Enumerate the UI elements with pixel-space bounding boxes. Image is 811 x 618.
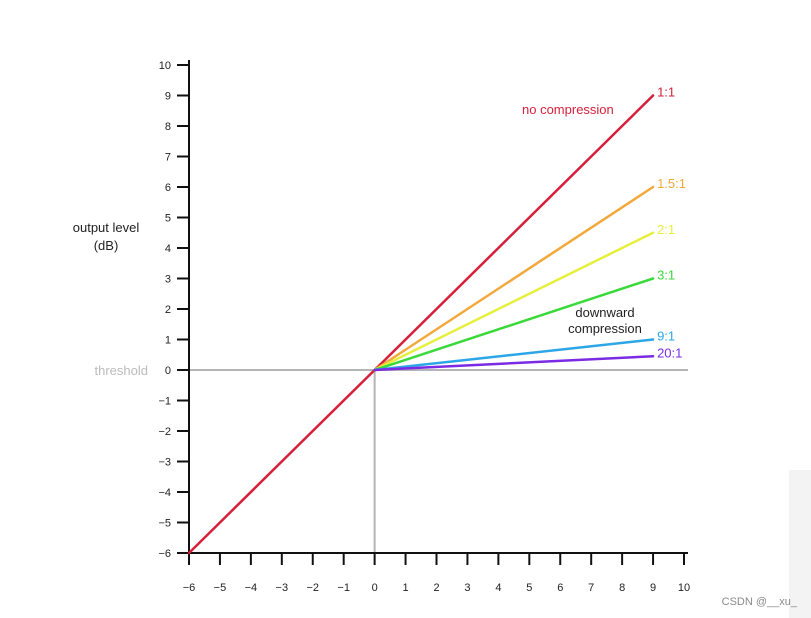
series-line-1-5-1 [373, 185, 655, 372]
watermark: CSDN @__xu_ [721, 596, 797, 608]
y-tick-label: 8 [165, 121, 171, 133]
series-label: 2:1 [657, 222, 675, 237]
downward-annotation: downward [575, 305, 634, 320]
y-tick-label: −5 [158, 518, 171, 530]
y-tick-label: 1 [165, 335, 171, 347]
x-tick-label: −5 [214, 582, 227, 594]
series-line-20-1 [373, 355, 655, 372]
compression-annotation: compression [568, 321, 642, 336]
x-tick-label: 5 [526, 582, 532, 594]
series-line-1-1 [187, 94, 655, 555]
y-tick-label: 2 [165, 304, 171, 316]
x-tick-label: 1 [403, 582, 409, 594]
y-tick-label: 3 [165, 274, 171, 286]
x-tick-label: 2 [433, 582, 439, 594]
series-label: 1:1 [657, 85, 675, 100]
x-tick-label: 4 [495, 582, 501, 594]
x-tick-label: 8 [619, 582, 625, 594]
x-tick-label: 10 [678, 582, 690, 594]
y-tick-label: −1 [158, 396, 171, 408]
y-tick-label: 5 [165, 213, 171, 225]
x-tick-label: −2 [306, 582, 319, 594]
y-tick-label: −3 [158, 457, 171, 469]
series-line-9-1 [373, 338, 655, 372]
y-tick-label: −4 [158, 487, 171, 499]
x-tick-label: −4 [245, 582, 258, 594]
x-tick-label: 9 [650, 582, 656, 594]
series-label: 3:1 [657, 268, 675, 283]
series-line-3-1 [373, 277, 655, 372]
y-axis-label-line-1: output level [73, 220, 140, 235]
series-lines [187, 94, 655, 555]
y-tick-label: 10 [159, 60, 171, 72]
y-tick-label: 4 [165, 243, 171, 255]
y-tick-label: 7 [165, 152, 171, 164]
series-label: 20:1 [657, 345, 682, 360]
x-tick-label: 7 [588, 582, 594, 594]
y-tick-label: 9 [165, 91, 171, 103]
series-line-2-1 [373, 231, 655, 372]
chart-labels: 1:1 1.5:1 2:1 3:1 9:120:1 output level (dB) thr… [73, 85, 686, 379]
threshold-label: threshold [95, 363, 148, 378]
no-compression-annotation: no compression [522, 102, 614, 117]
axes: −6 −5 −4 −3 −2 −1 0 1 2 3 4 5 6 7 8 9 10 −6 −5 −4 −3 −2 −1 0 1 2 3… [158, 60, 690, 594]
y-tick-label: −6 [158, 548, 171, 560]
y-tick-label: 6 [165, 182, 171, 194]
x-tick-label: 3 [464, 582, 470, 594]
y-axis-label-line-2: (dB) [94, 238, 119, 253]
x-tick-label: −3 [276, 582, 289, 594]
right-edge-shade [789, 470, 811, 618]
x-tick-label: 6 [557, 582, 563, 594]
threshold-lines [189, 369, 688, 553]
series-label: 1.5:1 [657, 176, 686, 191]
y-tick-label: −2 [158, 426, 171, 438]
series-label: 9:1 [657, 329, 675, 344]
y-tick-label: 0 [165, 365, 171, 377]
x-tick-label: −1 [337, 582, 350, 594]
x-tick-label: −6 [183, 582, 196, 594]
x-tick-label: 0 [372, 582, 378, 594]
